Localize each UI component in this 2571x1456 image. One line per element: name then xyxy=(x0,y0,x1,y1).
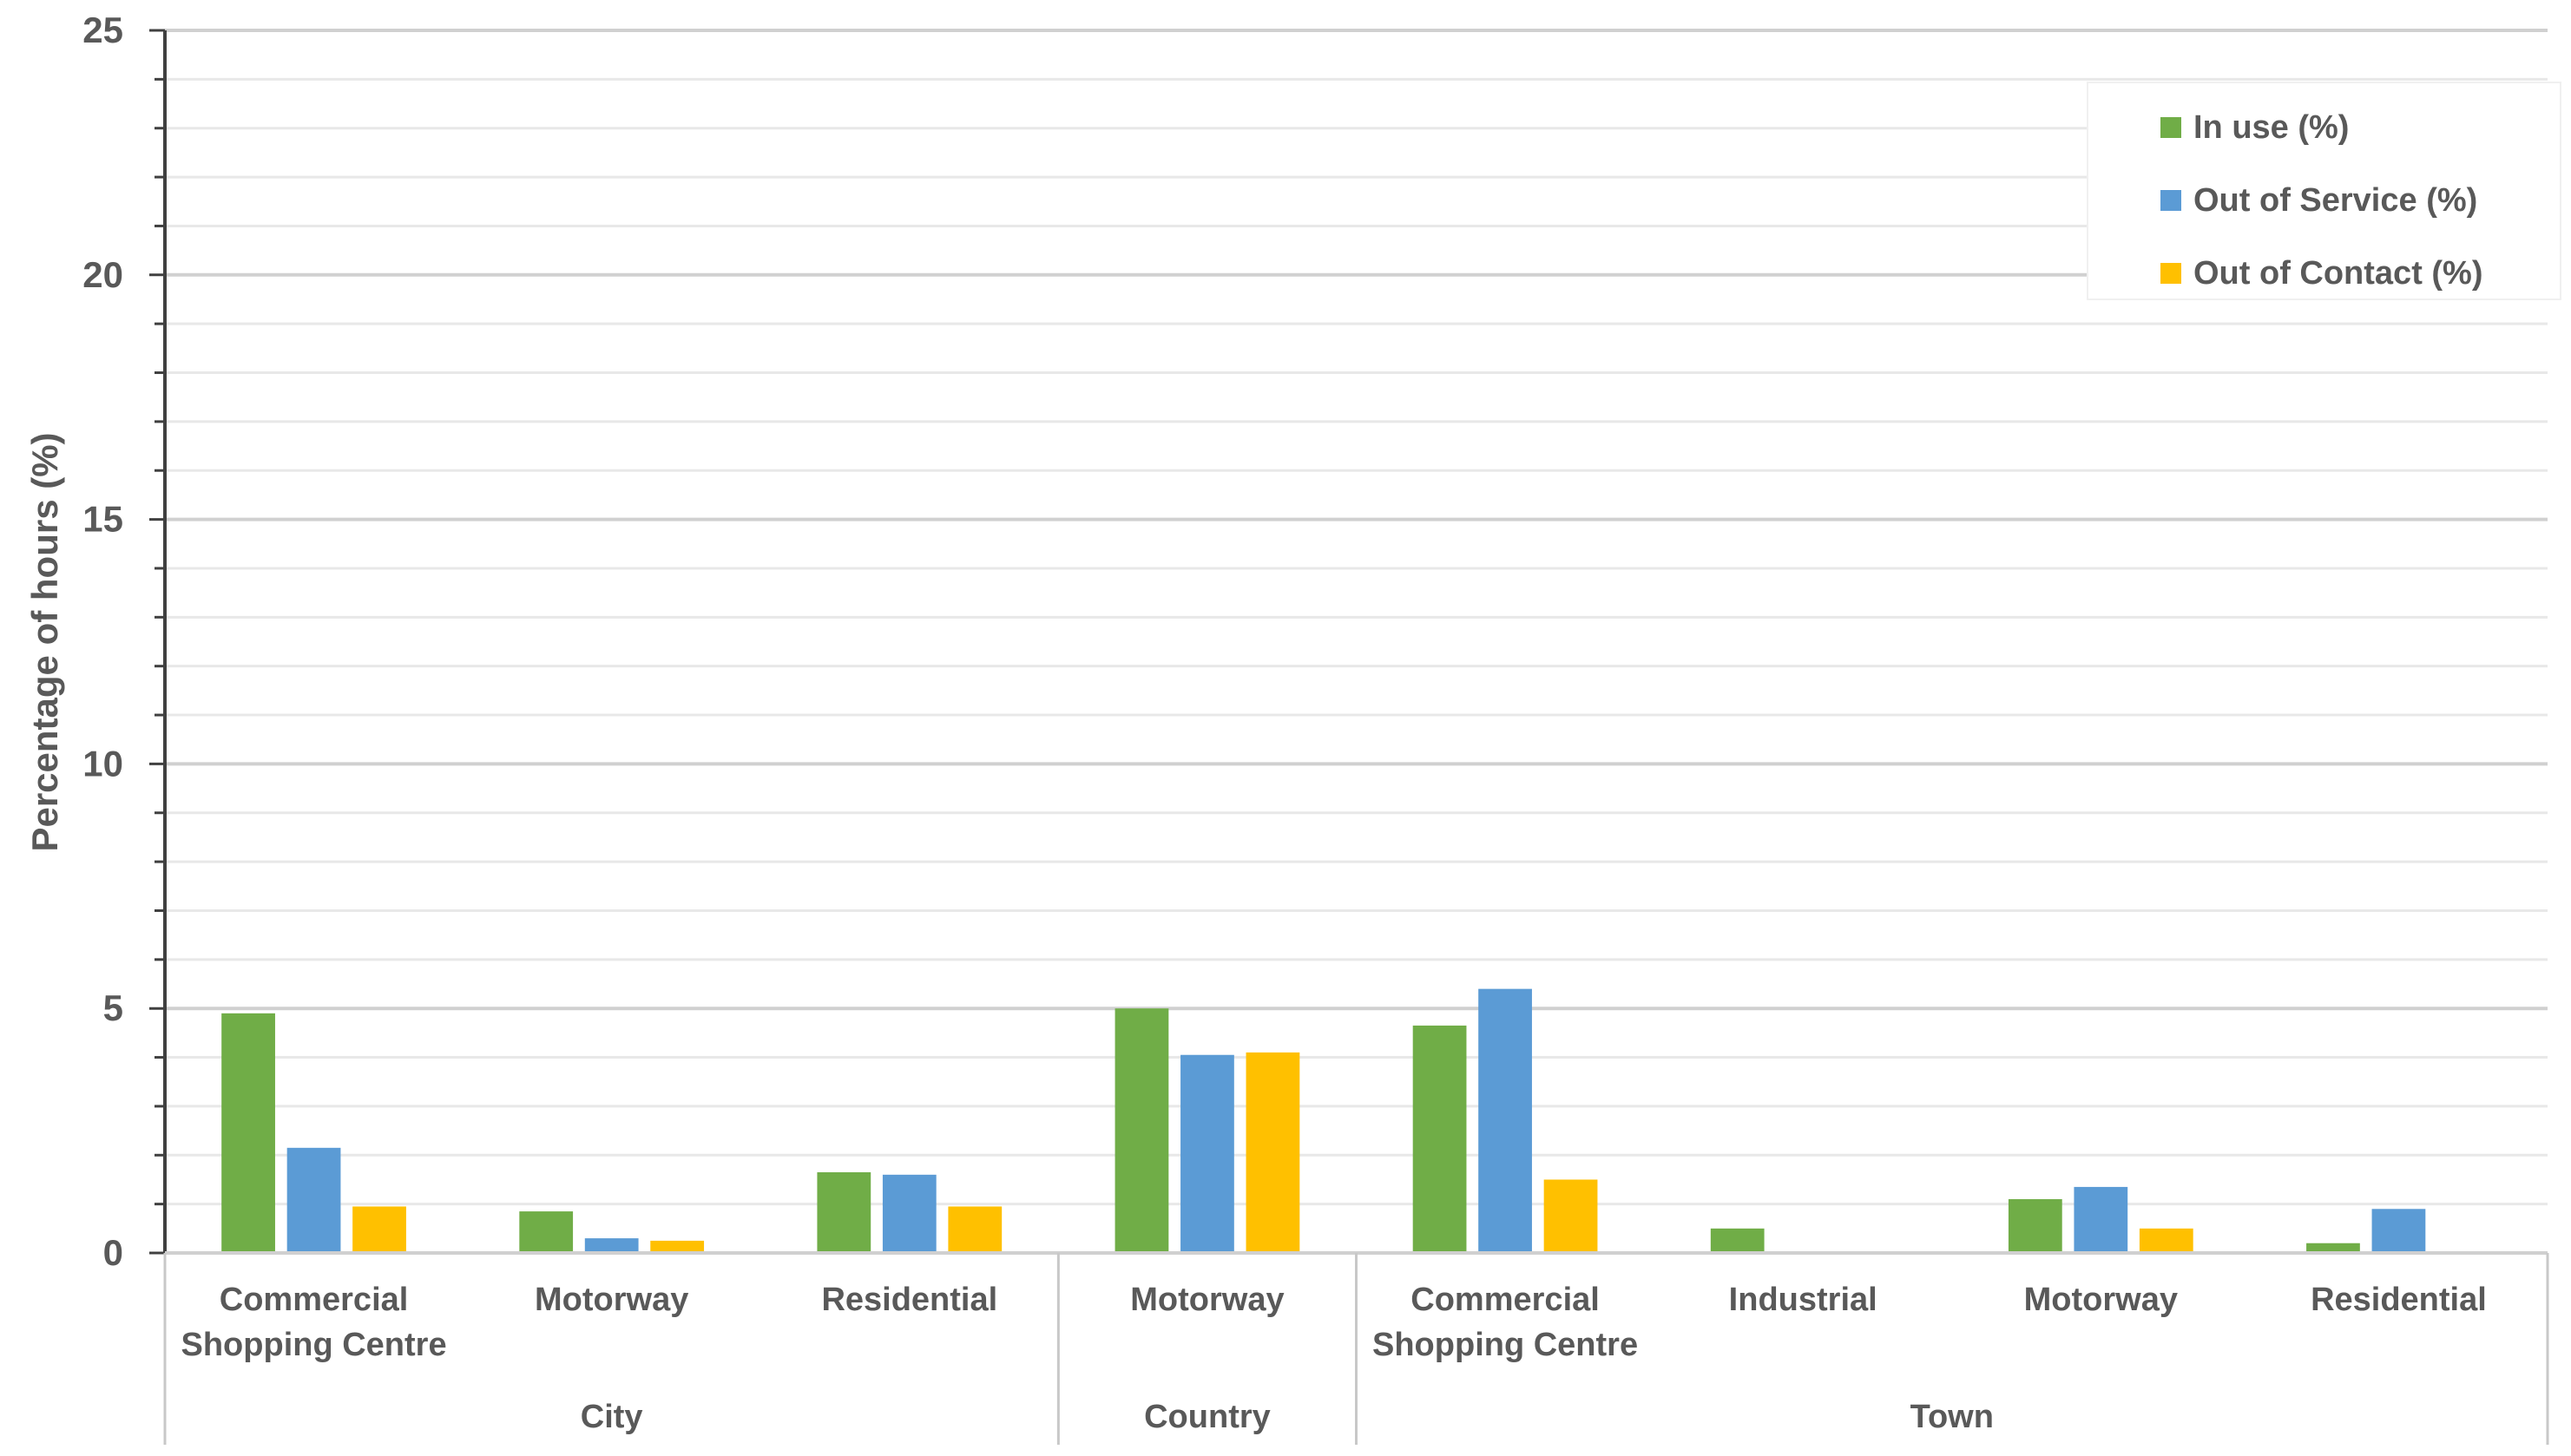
legend-label: Out of Service (%) xyxy=(2193,182,2477,219)
group-label: Town xyxy=(1910,1399,1994,1435)
bar xyxy=(1180,1054,1234,1253)
y-tick-label: 0 xyxy=(103,1232,123,1273)
bar xyxy=(2371,1209,2426,1253)
legend-label: Out of Contact (%) xyxy=(2193,255,2483,292)
bar xyxy=(948,1206,1003,1253)
bar xyxy=(584,1238,639,1253)
y-tick-label: 5 xyxy=(103,987,123,1028)
group-label: City xyxy=(581,1399,643,1435)
category-label: Commercial Shopping Centre xyxy=(1372,1282,1638,1363)
bar xyxy=(2139,1228,2193,1253)
category-label: Industrial xyxy=(1729,1282,1877,1318)
legend-swatch xyxy=(2160,263,2181,284)
axis-layer xyxy=(149,29,2549,1445)
category-label-line: Residential xyxy=(2311,1282,2487,1318)
category-label-line: Motorway xyxy=(2024,1282,2178,1318)
category-label-line: Motorway xyxy=(1130,1282,1284,1318)
legend-swatch xyxy=(2160,117,2181,138)
legend-swatch xyxy=(2160,190,2181,211)
category-label-line: Shopping Centre xyxy=(181,1327,447,1363)
bar xyxy=(1710,1228,1765,1253)
category-label: Motorway xyxy=(2024,1282,2178,1318)
bar xyxy=(519,1211,574,1253)
bar xyxy=(650,1240,705,1253)
y-tick-label: 20 xyxy=(82,254,123,295)
group-label: Country xyxy=(1144,1399,1271,1435)
bar xyxy=(882,1174,937,1253)
bar xyxy=(352,1206,406,1253)
bar xyxy=(1543,1179,1598,1253)
category-label: Motorway xyxy=(1130,1282,1284,1318)
category-label-line: Residential xyxy=(821,1282,997,1318)
y-tick-label: 10 xyxy=(82,743,123,784)
bar xyxy=(1412,1025,1467,1253)
bar xyxy=(2074,1186,2128,1253)
category-label: Commercial Shopping Centre xyxy=(181,1282,447,1363)
category-label: Motorway xyxy=(535,1282,688,1318)
y-tick-label: 25 xyxy=(82,10,123,50)
category-label-line: Commercial xyxy=(220,1282,409,1318)
y-tick-label: 15 xyxy=(82,499,123,540)
legend-label: In use (%) xyxy=(2193,109,2349,146)
category-label: Residential xyxy=(2311,1282,2487,1318)
bar xyxy=(1246,1052,1300,1253)
category-label-line: Commercial xyxy=(1410,1282,1600,1318)
labels-layer: 0 5 10 15 20 25 Commercial Shopping Centre Motor… xyxy=(24,10,2487,1435)
bar xyxy=(221,1013,275,1253)
bar xyxy=(2306,1243,2360,1253)
bars-layer xyxy=(221,988,2426,1253)
bar xyxy=(2008,1199,2062,1253)
legend: In use (%) Out of Service (%) Out of Conta… xyxy=(2087,82,2561,300)
bar xyxy=(1478,988,1532,1253)
category-label: Residential xyxy=(821,1282,997,1318)
category-label-line: Industrial xyxy=(1729,1282,1877,1318)
grid-layer xyxy=(165,29,2548,1206)
y-axis-title: Percentage of hours (%) xyxy=(24,432,65,851)
category-label-line: Motorway xyxy=(535,1282,688,1318)
bar xyxy=(1115,1008,1169,1253)
bar xyxy=(286,1147,341,1253)
bar xyxy=(817,1172,871,1253)
category-label-line: Shopping Centre xyxy=(1372,1327,1638,1363)
